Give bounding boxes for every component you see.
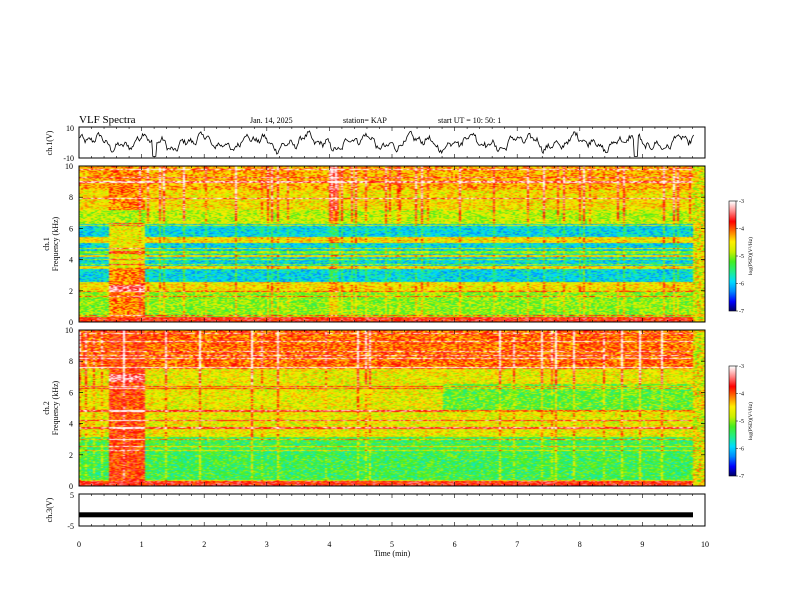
ch1-ytick-label: 10 (65, 162, 73, 171)
ch2-ytick-label: 8 (69, 357, 73, 366)
ch3-frame (78, 493, 706, 527)
figure-title: VLF Spectra (79, 114, 136, 126)
ch1-colorbar (729, 201, 736, 311)
ch1-colorbar-label: log(PSD)(V²/Hz) (747, 237, 754, 275)
ch3-waveform-panel: 5 -5 ch.3(V) (45, 491, 706, 531)
x-tick-label: 1 (140, 540, 144, 549)
ch3-ytick-bottom: -5 (67, 522, 74, 531)
ch2-ytick-label: 10 (65, 326, 73, 335)
ch1-spec-ylabel: Frequency (kHz) (51, 216, 60, 271)
ch1-ytick-top: 10 (66, 124, 74, 133)
header-station: station= KAP (343, 116, 387, 125)
ch1-ytick-bottom: -10 (63, 154, 74, 163)
x-axis-label: Time (min) (374, 549, 411, 558)
ch2-colorbar-label: log(PSD)(V²/Hz) (747, 402, 754, 440)
ch1-ytick-label: 6 (69, 224, 73, 233)
x-tick-label: 8 (578, 540, 582, 549)
ch1-ylabel: ch.1(V) (45, 130, 54, 155)
ch1-waveform-panel: 10 -10 ch.1(V) (45, 124, 706, 163)
ch1-ytick-label: 0 (69, 318, 73, 327)
ch2-spectrogram-image (79, 330, 705, 486)
ch1-colorbar-tick: -7 (739, 309, 744, 315)
x-tick-label: 4 (327, 540, 331, 549)
header-start-time: start UT = 10: 50: 1 (438, 116, 501, 125)
ch2-spec-ylabel: Frequency (kHz) (51, 380, 60, 435)
ch2-colorbar-tick: -6 (739, 447, 744, 453)
ch2-ytick-label: 0 (69, 482, 73, 491)
ch2-ytick-label: 2 (69, 451, 73, 460)
ch1-spectrogram-image (79, 166, 705, 322)
ch1-colorbar-tick: -6 (739, 282, 744, 288)
header-date: Jan. 14, 2025 (250, 116, 293, 125)
ch3-ylabel: ch.3(V) (45, 497, 54, 522)
ch1-spec-label-top: ch.1 (42, 237, 51, 251)
ch2-colorbar-tick: -3 (739, 364, 744, 370)
x-tick-label: 10 (701, 540, 709, 549)
ch1-trace (78, 130, 695, 157)
ch2-spec-label-top: ch.2 (42, 401, 51, 415)
x-tick-label: 5 (390, 540, 394, 549)
ch1-ytick-label: 4 (69, 256, 73, 265)
ch2-ytick-label: 6 (69, 388, 73, 397)
x-tick-label: 0 (77, 540, 81, 549)
x-tick-label: 3 (265, 540, 269, 549)
x-tick-label: 7 (515, 540, 519, 549)
ch2-colorbar-tick: -5 (739, 419, 744, 425)
ch1-colorbar-tick: -4 (739, 227, 744, 233)
ch1-ytick-label: 2 (69, 287, 73, 296)
ch1-colorbar-tick: -3 (739, 199, 744, 205)
x-tick-label: 9 (640, 540, 644, 549)
ch1-ytick-label: 8 (69, 193, 73, 202)
x-tick-label: 2 (202, 540, 206, 549)
x-tick-label: 6 (453, 540, 457, 549)
ch2-ytick-label: 4 (69, 420, 73, 429)
ch2-colorbar (729, 366, 736, 476)
ch3-ytick-top: 5 (70, 491, 74, 500)
ch2-colorbar-tick: -7 (739, 474, 744, 480)
ch3-trace (79, 512, 693, 518)
ch2-colorbar-tick: -4 (739, 392, 744, 398)
ch1-colorbar-tick: -5 (739, 254, 744, 260)
